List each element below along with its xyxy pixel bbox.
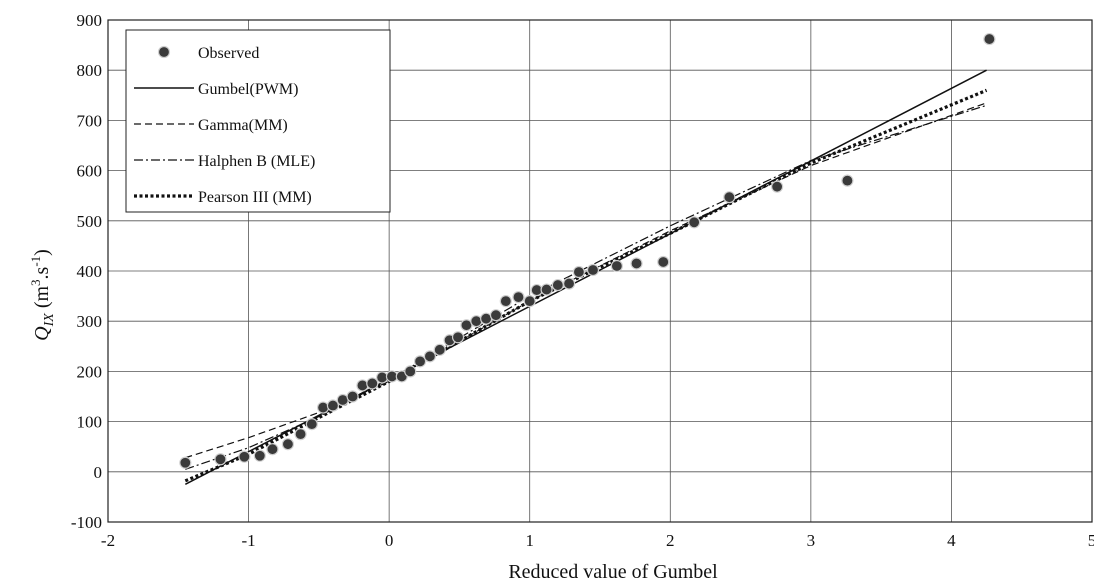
y-axis-label: QIX (m3.s-1) bbox=[28, 249, 57, 341]
observed-point bbox=[346, 390, 359, 403]
observed-point bbox=[630, 257, 643, 270]
legend-label-2: Gamma(MM) bbox=[198, 117, 288, 134]
y-tick-label: 100 bbox=[77, 413, 103, 432]
observed-point bbox=[238, 450, 251, 463]
x-tick-label: 0 bbox=[385, 531, 394, 550]
observed-point bbox=[657, 255, 670, 269]
y-tick-label: -100 bbox=[71, 513, 102, 532]
observed-point bbox=[586, 263, 600, 277]
x-axis-label: Reduced value of Gumbel bbox=[508, 561, 718, 583]
legend-label-1: Gumbel(PWM) bbox=[198, 81, 298, 98]
legend-marker-0 bbox=[157, 45, 171, 59]
observed-point bbox=[499, 295, 512, 308]
observed-point bbox=[562, 277, 576, 290]
observed-point bbox=[404, 365, 417, 378]
y-tick-label: 500 bbox=[77, 212, 103, 231]
x-tick-label: 5 bbox=[1088, 531, 1094, 550]
observed-point bbox=[366, 377, 379, 390]
y-tick-label: 400 bbox=[77, 262, 103, 281]
observed-point bbox=[523, 295, 536, 308]
observed-point bbox=[723, 191, 736, 204]
observed-point bbox=[266, 443, 279, 456]
x-tick-label: -2 bbox=[101, 531, 115, 550]
x-tick-label: 4 bbox=[947, 531, 956, 550]
y-axis-label-unit-sup2: -1 bbox=[28, 256, 43, 267]
y-axis-label-sub: IX bbox=[42, 313, 57, 328]
y-tick-label: 200 bbox=[77, 362, 103, 381]
y-tick-label: 600 bbox=[77, 162, 103, 181]
y-tick-label: 700 bbox=[77, 111, 103, 130]
y-tick-labels: -100 0 100 200 300 400 500 600 700 800 900 bbox=[71, 11, 102, 532]
observed-point bbox=[423, 350, 437, 363]
observed-point bbox=[413, 355, 427, 368]
legend-label-4: Pearson III (MM) bbox=[198, 189, 312, 206]
observed-point bbox=[214, 453, 227, 466]
observed-point bbox=[983, 32, 996, 46]
observed-point bbox=[512, 291, 525, 304]
observed-point bbox=[316, 401, 330, 414]
observed-point bbox=[841, 174, 854, 187]
y-axis-label-unit-close: ) bbox=[31, 249, 53, 256]
observed-point bbox=[470, 315, 483, 328]
legend-box bbox=[125, 29, 391, 213]
observed-point bbox=[281, 438, 295, 451]
observed-point bbox=[572, 265, 586, 279]
x-tick-label: 3 bbox=[807, 531, 816, 550]
y-axis-label-unit-mid: .s bbox=[31, 266, 53, 279]
y-tick-label: 300 bbox=[77, 312, 103, 331]
observed-point bbox=[451, 331, 465, 344]
series-layer bbox=[179, 32, 996, 486]
grid bbox=[107, 19, 1093, 523]
observed-point bbox=[356, 379, 369, 392]
observed-point bbox=[253, 449, 266, 462]
observed-point bbox=[771, 180, 784, 193]
legend-label-0: Observed bbox=[198, 45, 259, 62]
observed-point bbox=[294, 428, 307, 441]
observed-point bbox=[489, 309, 503, 322]
plot-frame bbox=[107, 19, 1093, 523]
x-tick-label: 1 bbox=[525, 531, 534, 550]
observed-point bbox=[610, 259, 623, 273]
observed-point bbox=[326, 399, 340, 412]
y-tick-label: 800 bbox=[77, 61, 103, 80]
y-axis-label-unit-open: (m bbox=[31, 286, 53, 314]
x-tick-label: -1 bbox=[241, 531, 255, 550]
observed-point bbox=[433, 343, 446, 356]
legend-label-3: Halphen B (MLE) bbox=[198, 153, 315, 170]
y-axis-label-unit-sup1: 3 bbox=[28, 279, 43, 286]
y-axis-label-main: Q bbox=[31, 326, 53, 341]
observed-point bbox=[305, 418, 318, 431]
observed-point bbox=[179, 456, 192, 469]
y-tick-label: 0 bbox=[94, 463, 103, 482]
legend: Observed Gumbel(PWM) Gamma(MM) Halphen B (M… bbox=[125, 29, 391, 213]
observed-point bbox=[551, 278, 564, 292]
observed-point bbox=[688, 216, 701, 229]
y-tick-label: 900 bbox=[77, 11, 103, 30]
x-tick-label: 2 bbox=[666, 531, 675, 550]
x-tick-labels: -2 -1 0 1 2 3 4 5 bbox=[101, 531, 1094, 550]
series-line-1 bbox=[184, 69, 987, 486]
observed-point bbox=[540, 283, 553, 296]
